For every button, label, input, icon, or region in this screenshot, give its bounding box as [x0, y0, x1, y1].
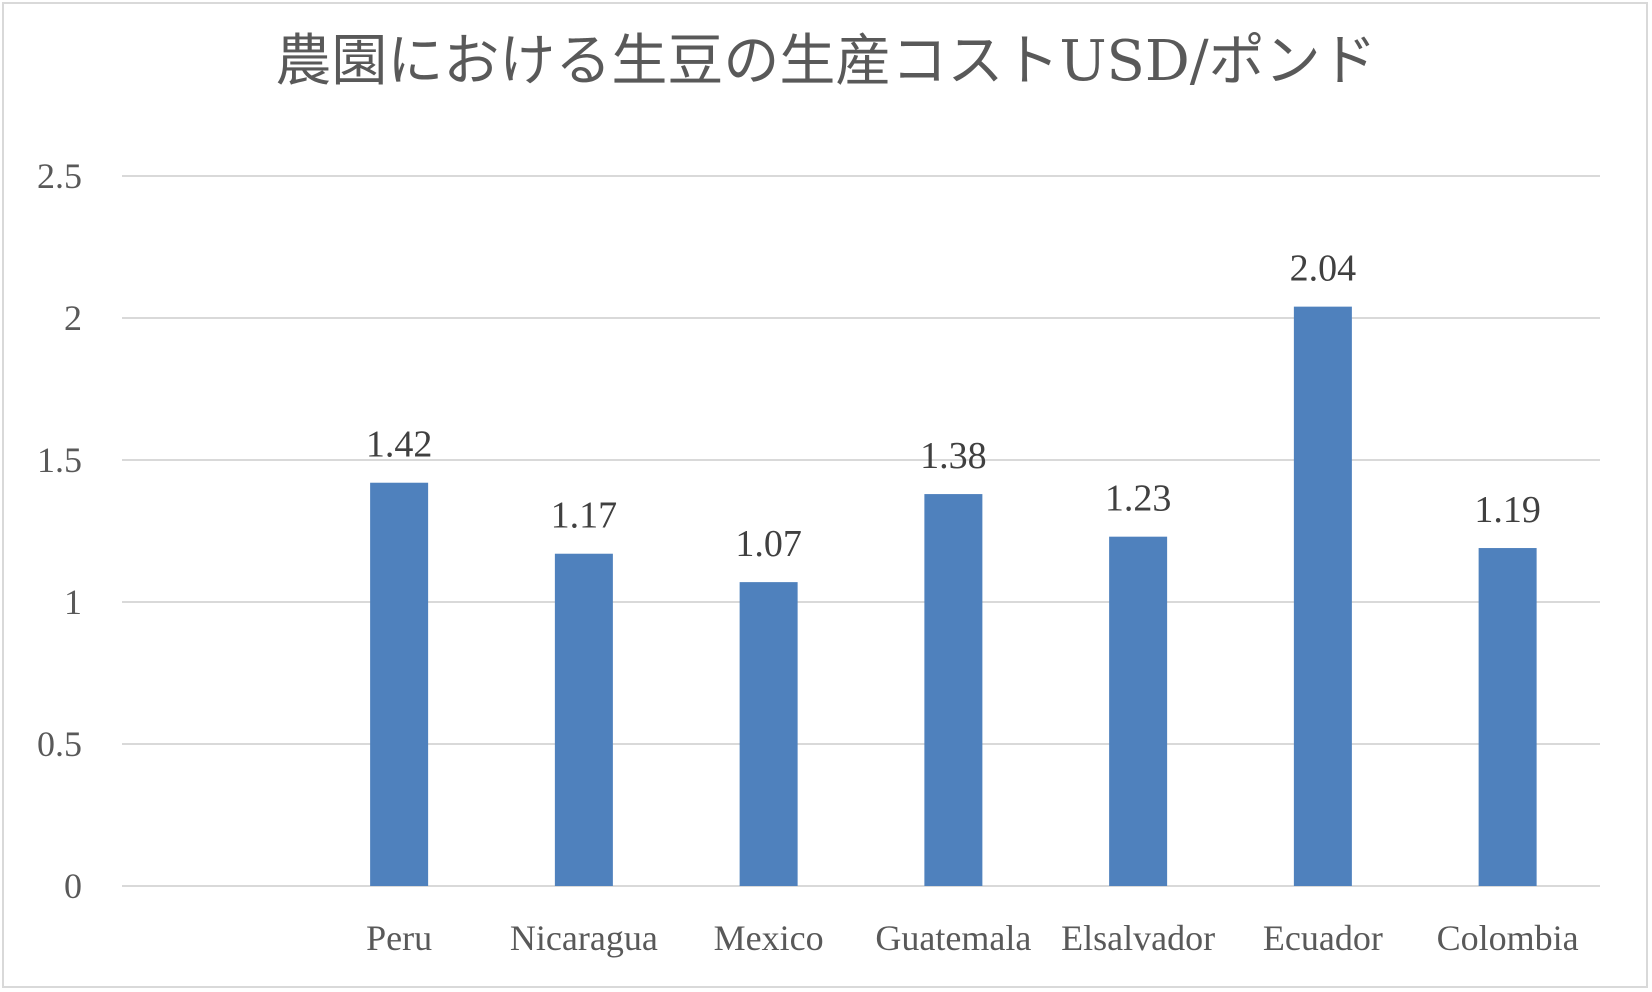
y-axis-ticks: 0 0.5 1 1.5 2 2.5: [37, 156, 82, 906]
x-tick-label: Ecuador: [1263, 918, 1383, 958]
bar: [1478, 548, 1537, 886]
y-tick-label: 1: [64, 582, 82, 622]
data-label: 1.42: [366, 424, 433, 466]
bar: [554, 553, 613, 886]
bar: [370, 482, 429, 886]
bar: [1109, 536, 1168, 886]
bars: [370, 306, 1537, 886]
x-tick-label: Mexico: [714, 918, 824, 958]
x-tick-label: Guatemala: [875, 918, 1031, 958]
x-tick-label: Elsalvador: [1061, 918, 1215, 958]
data-label: 1.38: [920, 435, 987, 477]
gridlines: [122, 175, 1600, 887]
bar: [739, 582, 798, 886]
y-tick-label: 0.5: [37, 724, 82, 764]
x-tick-label: Colombia: [1437, 918, 1579, 958]
y-tick-label: 2.5: [37, 156, 82, 196]
y-tick-label: 1.5: [37, 440, 82, 480]
data-label: 1.07: [735, 523, 802, 565]
data-label: 1.23: [1105, 478, 1172, 520]
data-label: 1.19: [1474, 489, 1541, 531]
x-axis-labels: Peru Nicaragua Mexico Guatemala Elsalvador Ec…: [366, 918, 1579, 958]
x-tick-label: Nicaragua: [510, 918, 658, 958]
bar: [924, 494, 983, 886]
data-labels: 1.42 1.17 1.07 1.38 1.23 2.04 1.19: [366, 248, 1541, 565]
data-label: 2.04: [1290, 248, 1357, 290]
bar: [1293, 306, 1352, 886]
x-tick-label: Peru: [366, 918, 432, 958]
data-label: 1.17: [551, 495, 618, 537]
chart-title: 農園における生豆の生産コストUSD/ポンド: [275, 29, 1377, 94]
y-tick-label: 2: [64, 298, 82, 338]
y-tick-label: 0: [64, 866, 82, 906]
